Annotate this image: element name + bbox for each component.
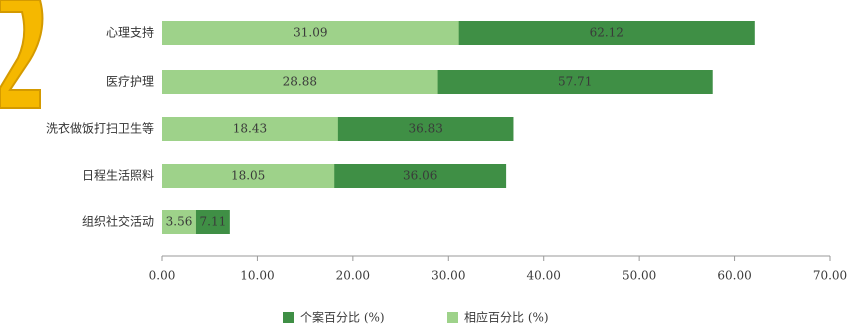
x-tick-label: 20.00	[336, 269, 370, 283]
y-tick-label: 日程生活照料	[82, 168, 154, 183]
data-label: 57.71	[558, 75, 592, 89]
data-label: 7.11	[200, 215, 227, 229]
bar	[162, 117, 338, 141]
x-tick-label: 60.00	[717, 269, 751, 283]
x-tick-label: 10.00	[240, 269, 274, 283]
legend-swatch	[447, 312, 458, 323]
y-tick-label: 组织社交活动	[82, 214, 154, 229]
bar	[162, 70, 438, 94]
y-tick-label: 医疗护理	[106, 75, 154, 89]
x-tick-label: 50.00	[622, 269, 656, 283]
bar	[162, 210, 196, 234]
y-tick-label: 心理支持	[106, 25, 154, 40]
decoration	[0, 0, 44, 109]
data-label: 36.06	[403, 169, 437, 183]
x-tick-label: 40.00	[527, 269, 561, 283]
data-label: 62.12	[590, 26, 624, 40]
x-tick-label: 30.00	[431, 269, 465, 283]
x-tick-label: 0.00	[149, 269, 176, 283]
data-label: 36.83	[408, 122, 442, 136]
data-label: 18.43	[233, 122, 267, 136]
data-label: 31.09	[293, 26, 327, 40]
y-tick-label: 洗衣做饭打扫卫生等	[46, 121, 154, 136]
bar	[162, 21, 459, 45]
data-label: 3.56	[166, 215, 193, 229]
bar	[162, 164, 335, 188]
data-label: 28.88	[283, 75, 317, 89]
data-label: 18.05	[231, 169, 265, 183]
legend-label: 相应百分比 (%)	[464, 310, 549, 325]
legend-swatch	[283, 312, 294, 323]
x-tick-label: 70.00	[813, 269, 847, 283]
legend-label: 个案百分比 (%)	[300, 310, 385, 325]
